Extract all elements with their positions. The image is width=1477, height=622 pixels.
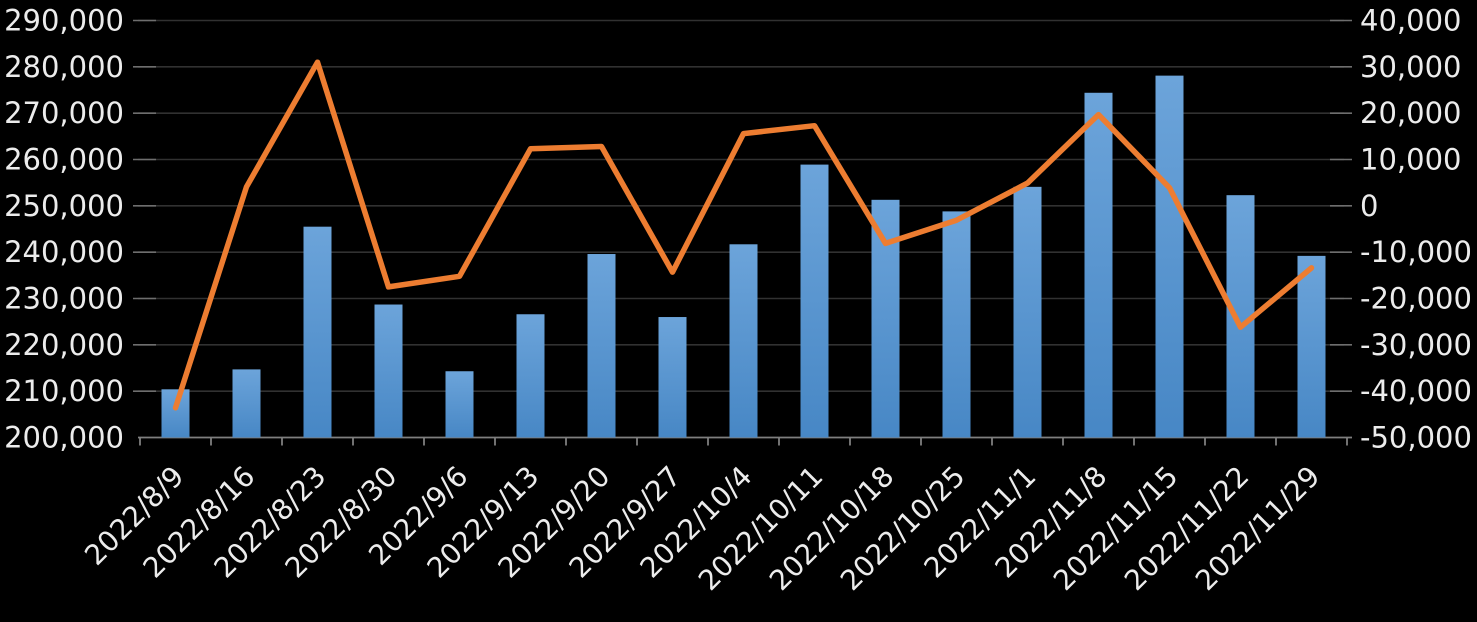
bar-2022/8/30: [374, 304, 403, 438]
bar-2022/9/6: [445, 371, 474, 438]
bar-2022/11/15: [1155, 75, 1184, 438]
right-axis-label: -40,000: [1360, 374, 1472, 408]
bar-2022/11/1: [1013, 186, 1042, 438]
right-axis-label: 10,000: [1360, 143, 1461, 177]
bar-2022/8/9: [161, 389, 190, 438]
bar-2022/9/27: [658, 317, 687, 438]
bar-2022/10/4: [729, 244, 758, 438]
right-axis-label: 30,000: [1360, 50, 1461, 84]
right-axis-label: 20,000: [1360, 96, 1461, 130]
left-axis-label: 260,000: [4, 143, 124, 177]
bar-2022/8/16: [232, 369, 261, 438]
left-axis-label: 230,000: [4, 282, 124, 316]
bar-2022/10/25: [942, 211, 971, 438]
left-axis-label: 220,000: [4, 328, 124, 362]
bar-2022/8/23: [303, 226, 332, 438]
left-axis-label: 210,000: [4, 374, 124, 408]
bar-2022/9/13: [516, 314, 545, 438]
right-axis-label: -10,000: [1360, 235, 1472, 269]
bar-2022/10/18: [871, 199, 900, 438]
left-axis-label: 250,000: [4, 189, 124, 223]
right-axis-label: 0: [1360, 189, 1378, 223]
bar-2022/11/8: [1084, 92, 1113, 438]
left-axis-label: 290,000: [4, 4, 124, 38]
left-axis-label: 270,000: [4, 96, 124, 130]
left-axis-label: 200,000: [4, 421, 124, 455]
right-axis-label: -30,000: [1360, 328, 1472, 362]
bar-2022/10/11: [800, 164, 829, 438]
right-axis-label: -50,000: [1360, 421, 1472, 455]
right-axis-label: 40,000: [1360, 4, 1461, 38]
right-axis-label: -20,000: [1360, 282, 1472, 316]
left-axis-label: 240,000: [4, 235, 124, 269]
bar-2022/9/20: [587, 254, 616, 438]
left-axis-label: 280,000: [4, 50, 124, 84]
trend-line: [172, 59, 1315, 411]
bar-2022/11/29: [1297, 255, 1326, 438]
